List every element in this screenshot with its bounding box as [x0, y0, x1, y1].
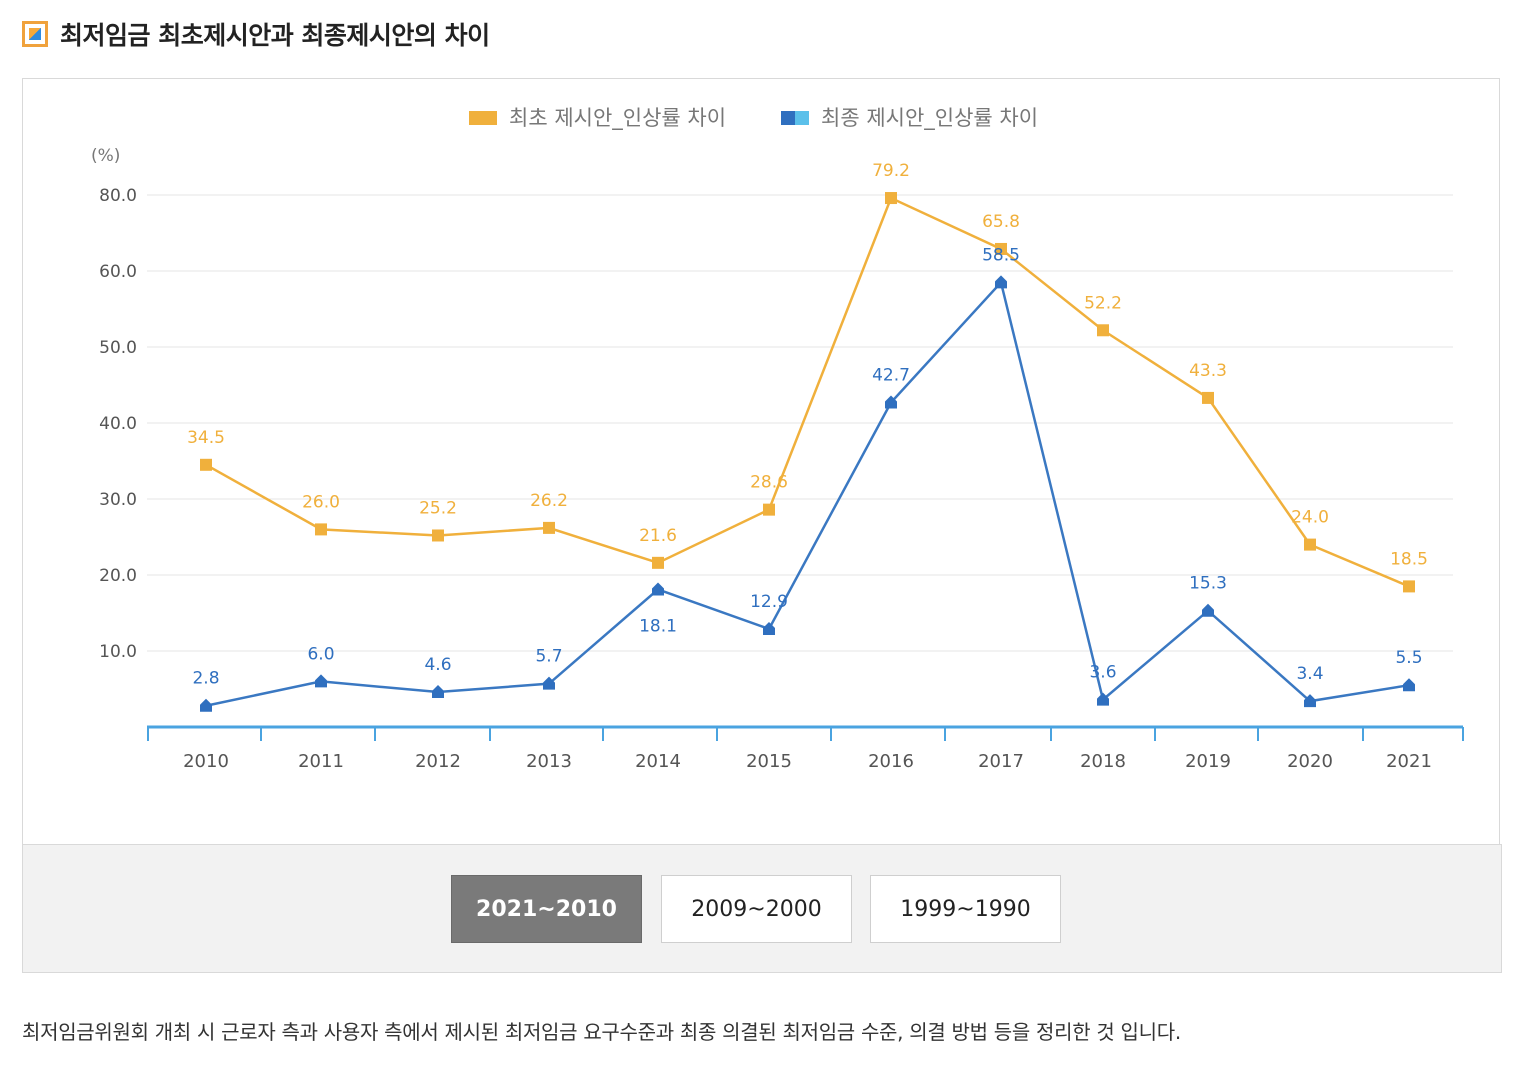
period-tab-bar: 2021~2010 2009~2000 1999~1990 — [22, 844, 1502, 973]
data-label: 3.6 — [1089, 663, 1116, 683]
series-2: 2.8 6.0 4.6 5.7 18.1 12.9 42.7 58.5 3.6 15.3 3.4 5.… — [192, 245, 1423, 712]
x-tick-label: 2010 — [183, 751, 229, 772]
data-label: 24.0 — [1291, 508, 1329, 528]
title-square-icon — [22, 21, 48, 47]
data-label: 15.3 — [1189, 574, 1227, 594]
y-tick-label: 50.0 — [99, 338, 137, 358]
legend-label: 최초 제시안_인상률 차이 — [509, 106, 726, 131]
y-tick-label: 60.0 — [99, 262, 137, 282]
series-line — [205, 279, 1410, 707]
data-point — [763, 503, 775, 516]
data-point — [200, 698, 212, 712]
chart-panel: 최초 제시안_인상률 차이 최종 제시안_인상률 차이 (%) 80.0 60.0 5… — [22, 78, 1500, 844]
page-title-row: 최저임금 최초제시안과 최종제시안의 차이 — [22, 18, 490, 50]
y-tick-label: 80.0 — [99, 186, 137, 206]
data-point — [652, 556, 664, 569]
series-line — [205, 196, 1410, 588]
tab-2009-2000[interactable]: 2009~2000 — [661, 875, 852, 943]
data-point — [543, 521, 555, 534]
data-label: 3.4 — [1296, 664, 1323, 684]
legend-swatch — [795, 111, 809, 125]
x-tick-label: 2021 — [1386, 751, 1432, 772]
series-1: 34.5 26.0 25.2 26.2 21.6 28.6 79.2 65.8 52.2 43.3… — [187, 161, 1428, 593]
line-chart: 최초 제시안_인상률 차이 최종 제시안_인상률 차이 (%) 80.0 60.0 5… — [91, 106, 1464, 772]
chart-legend: 최초 제시안_인상률 차이 최종 제시안_인상률 차이 — [469, 106, 1038, 131]
y-tick-label: 40.0 — [99, 414, 137, 434]
x-tick-label: 2011 — [298, 751, 344, 772]
data-point — [763, 621, 775, 635]
data-label: 79.2 — [872, 161, 910, 181]
y-axis-unit: (%) — [91, 146, 120, 166]
data-point — [432, 685, 444, 699]
data-point — [1202, 391, 1214, 404]
data-point — [315, 523, 327, 536]
data-label: 12.9 — [750, 592, 788, 612]
data-point — [995, 242, 1007, 255]
y-tick-label: 30.0 — [99, 490, 137, 510]
data-point — [200, 458, 212, 471]
data-label: 4.6 — [424, 655, 451, 675]
data-point — [432, 529, 444, 542]
data-label: 34.5 — [187, 428, 225, 448]
data-point — [1202, 603, 1214, 617]
x-tick-label: 2013 — [526, 751, 572, 772]
data-label: 43.3 — [1189, 361, 1227, 381]
data-label: 6.0 — [307, 644, 334, 664]
data-label: 65.8 — [982, 212, 1020, 232]
x-tick-label: 2018 — [1080, 751, 1126, 772]
data-point — [543, 676, 555, 690]
data-label: 42.7 — [872, 365, 910, 385]
data-point — [885, 395, 897, 409]
data-label: 52.2 — [1084, 293, 1122, 313]
x-tick-label: 2017 — [978, 751, 1024, 772]
data-label: 58.5 — [982, 245, 1020, 265]
page-title: 최저임금 최초제시안과 최종제시안의 차이 — [60, 21, 490, 50]
data-label: 28.6 — [750, 473, 788, 493]
data-point — [1403, 678, 1415, 692]
x-tick-label: 2019 — [1185, 751, 1231, 772]
series-group: 34.5 26.0 25.2 26.2 21.6 28.6 79.2 65.8 52.2 43.3… — [187, 161, 1428, 712]
x-tick-label: 2015 — [746, 751, 792, 772]
data-label: 18.5 — [1390, 549, 1428, 569]
data-point — [1097, 692, 1109, 706]
data-label: 5.5 — [1395, 648, 1422, 668]
data-label: 18.1 — [639, 616, 677, 636]
x-axis: 2010 2011 2012 2013 2014 2015 2016 2017 2018 2019… — [147, 725, 1464, 772]
data-point — [1097, 324, 1109, 337]
x-tick-label: 2020 — [1287, 751, 1333, 772]
data-label: 25.2 — [419, 498, 457, 518]
y-tick-label: 20.0 — [99, 566, 137, 586]
x-tick-label: 2012 — [415, 751, 461, 772]
data-point — [652, 582, 664, 596]
legend-swatch — [469, 111, 497, 125]
x-tick-label: 2016 — [868, 751, 914, 772]
legend-swatch — [781, 111, 795, 125]
grid-lines: 80.0 60.0 50.0 40.0 30.0 20.0 10.0 — [99, 186, 1453, 662]
data-point — [1403, 580, 1415, 593]
data-point — [995, 275, 1007, 289]
legend-label: 최종 제시안_인상률 차이 — [821, 106, 1038, 131]
data-point — [1304, 694, 1316, 708]
data-label: 21.6 — [639, 526, 677, 546]
data-point — [315, 674, 327, 688]
data-point — [885, 192, 897, 205]
data-label: 26.2 — [530, 491, 568, 511]
data-label: 26.0 — [302, 492, 340, 512]
data-point — [1304, 538, 1316, 551]
data-label: 2.8 — [192, 669, 219, 689]
x-tick-label: 2014 — [635, 751, 681, 772]
description-text: 최저임금위원회 개최 시 근로자 측과 사용자 측에서 제시된 최저임금 요구수… — [22, 1020, 1181, 1044]
tab-2021-2010[interactable]: 2021~2010 — [451, 875, 642, 943]
data-label: 5.7 — [535, 647, 562, 667]
tab-1999-1990[interactable]: 1999~1990 — [870, 875, 1061, 943]
y-tick-label: 10.0 — [99, 642, 137, 662]
